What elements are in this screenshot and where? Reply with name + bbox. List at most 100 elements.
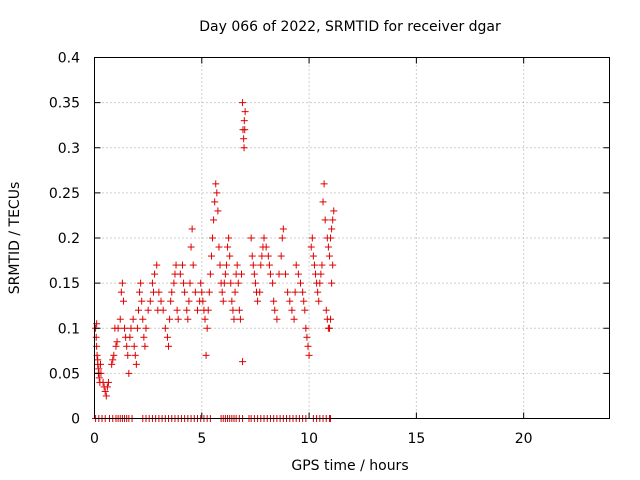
data-point <box>319 198 327 206</box>
data-point <box>240 117 248 125</box>
data-point <box>316 279 324 287</box>
data-point <box>204 306 212 314</box>
data-point <box>302 324 310 332</box>
data-point <box>132 360 140 368</box>
data-point <box>230 315 238 323</box>
data-point <box>216 261 224 269</box>
data-point <box>241 108 249 116</box>
x-tick-label: 5 <box>197 431 206 447</box>
data-point <box>148 279 156 287</box>
data-point <box>257 261 265 269</box>
data-point <box>108 360 116 368</box>
data-point <box>166 315 174 323</box>
data-point <box>278 234 286 242</box>
data-point <box>324 243 332 251</box>
data-point <box>329 261 337 269</box>
data-point <box>124 351 132 359</box>
data-point <box>184 315 192 323</box>
data-point <box>330 207 338 215</box>
data-point <box>181 288 189 296</box>
data-point <box>131 351 139 359</box>
data-point <box>167 297 175 305</box>
data-point <box>214 207 222 215</box>
y-tick-label: 0.15 <box>49 276 80 292</box>
data-point <box>116 315 124 323</box>
data-point <box>211 198 219 206</box>
data-point <box>187 243 195 251</box>
data-point <box>310 261 318 269</box>
data-point <box>199 297 207 305</box>
y-tick-label: 0.3 <box>58 141 80 157</box>
data-point <box>325 252 333 260</box>
data-point <box>327 234 335 242</box>
data-point <box>237 270 245 278</box>
data-point <box>264 252 272 260</box>
data-point <box>279 225 287 233</box>
data-point <box>236 315 244 323</box>
data-point <box>95 374 103 382</box>
data-point <box>247 234 255 242</box>
data-point <box>212 180 220 188</box>
data-point <box>262 243 270 251</box>
data-point <box>103 383 111 391</box>
data-point <box>275 270 283 278</box>
data-point <box>136 288 144 296</box>
data-point <box>300 297 308 305</box>
data-point <box>308 234 316 242</box>
data-point <box>151 270 159 278</box>
data-point <box>314 288 322 296</box>
data-point <box>256 288 264 296</box>
x-tick-label: 0 <box>90 431 99 447</box>
data-point <box>251 279 259 287</box>
data-point <box>254 297 262 305</box>
data-point <box>215 243 223 251</box>
data-point <box>239 358 247 366</box>
data-point <box>227 279 235 287</box>
data-point <box>299 288 307 296</box>
data-point <box>102 392 110 400</box>
data-point <box>194 306 201 314</box>
data-point <box>118 279 126 287</box>
data-point <box>121 324 129 332</box>
data-point <box>221 270 229 278</box>
data-point <box>203 324 211 332</box>
x-tick-label: 10 <box>300 431 318 447</box>
data-point <box>97 360 105 368</box>
data-point <box>113 338 121 346</box>
data-point <box>235 306 243 314</box>
data-point <box>130 342 138 350</box>
data-point <box>139 315 147 323</box>
data-point <box>239 99 247 107</box>
data-point <box>213 189 221 197</box>
data-point <box>284 288 292 296</box>
data-point <box>301 306 309 314</box>
data-point <box>161 324 169 332</box>
data-point <box>249 261 257 269</box>
data-point <box>173 306 181 314</box>
data-point <box>290 315 298 323</box>
data-point <box>250 270 258 278</box>
data-point <box>140 333 148 341</box>
data-point <box>197 279 205 287</box>
grid <box>94 57 610 419</box>
data-point <box>288 306 296 314</box>
data-point <box>219 297 227 305</box>
data-point <box>269 279 277 287</box>
data-point <box>123 342 131 350</box>
data-point <box>127 324 135 332</box>
data-point <box>189 261 197 269</box>
data-point <box>178 261 186 269</box>
data-point <box>104 378 112 386</box>
data-point <box>206 270 214 278</box>
data-point <box>222 261 230 269</box>
y-tick-label: 0.4 <box>58 51 80 67</box>
data-point <box>174 315 182 323</box>
data-point <box>260 234 268 242</box>
data-point <box>277 252 285 260</box>
data-point <box>229 306 237 314</box>
data-point <box>271 306 279 314</box>
y-tick-label: 0.35 <box>49 96 80 112</box>
data-point <box>125 369 133 377</box>
axis-ticks: 0 5 10 15 20 0 0.05 0.1 0.15 0.2 0.25 0.3 0.35 0.4 <box>49 51 610 447</box>
data-point <box>170 279 178 287</box>
